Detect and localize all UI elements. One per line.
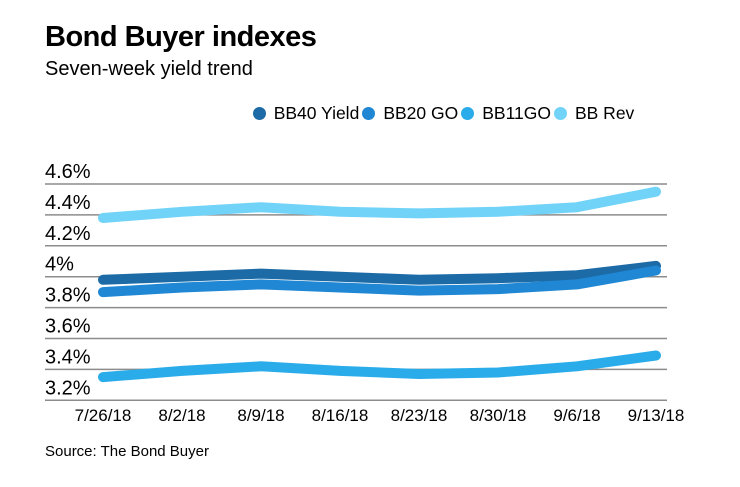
- legend-label: BB20 GO: [383, 103, 459, 123]
- y-tick-label: 4.4%: [45, 192, 91, 214]
- source-note: Source: The Bond Buyer: [45, 443, 209, 460]
- x-tick-label: 8/30/18: [470, 406, 527, 425]
- y-tick-label: 3.8%: [45, 285, 91, 307]
- series-line-bb-rev: [98, 186, 661, 223]
- series-line-bb20-go: [98, 265, 661, 298]
- y-tick-label: 3.6%: [45, 316, 91, 338]
- y-tick-label: 4%: [45, 254, 74, 276]
- y-tick-label: 4.6%: [45, 161, 91, 183]
- x-tick-label: 8/9/18: [237, 406, 284, 425]
- x-tick-label: 8/23/18: [391, 406, 448, 425]
- chart-title: Bond Buyer indexes: [45, 21, 317, 53]
- x-tick-label: 8/2/18: [158, 406, 205, 425]
- legend-item: BB Rev: [553, 103, 635, 124]
- legend-dot-icon: [461, 107, 475, 120]
- y-tick-label: 3.4%: [45, 346, 91, 368]
- x-tick-label: 7/26/18: [75, 406, 132, 425]
- legend-dot-icon: [252, 107, 266, 120]
- legend-label: BB40 Yield: [273, 103, 360, 123]
- legend-label: BB Rev: [574, 103, 635, 123]
- x-tick-label: 9/13/18: [628, 406, 685, 425]
- x-tick-label: 8/16/18: [312, 406, 369, 425]
- series-line-bb11go: [98, 350, 661, 383]
- legend-label: BB11GO: [482, 103, 551, 123]
- legend-dot-icon: [362, 107, 376, 120]
- legend-item: BB20 GO: [362, 103, 458, 124]
- legend-item: BB40 Yield: [252, 103, 360, 124]
- chart-subtitle: Seven-week yield trend: [45, 57, 253, 80]
- chart-header: Bond Buyer indexes Seven-week yield tren…: [45, 21, 317, 81]
- y-tick-label: 4.2%: [45, 223, 91, 245]
- legend: BB40 Yield BB20 GO BB11GO BB Rev: [0, 103, 740, 124]
- y-tick-label: 3.2%: [45, 377, 91, 399]
- series-line-bb40-yield: [98, 260, 661, 285]
- x-tick-label: 9/6/18: [553, 406, 600, 425]
- legend-dot-icon: [553, 107, 567, 120]
- legend-item: BB11GO: [461, 103, 551, 124]
